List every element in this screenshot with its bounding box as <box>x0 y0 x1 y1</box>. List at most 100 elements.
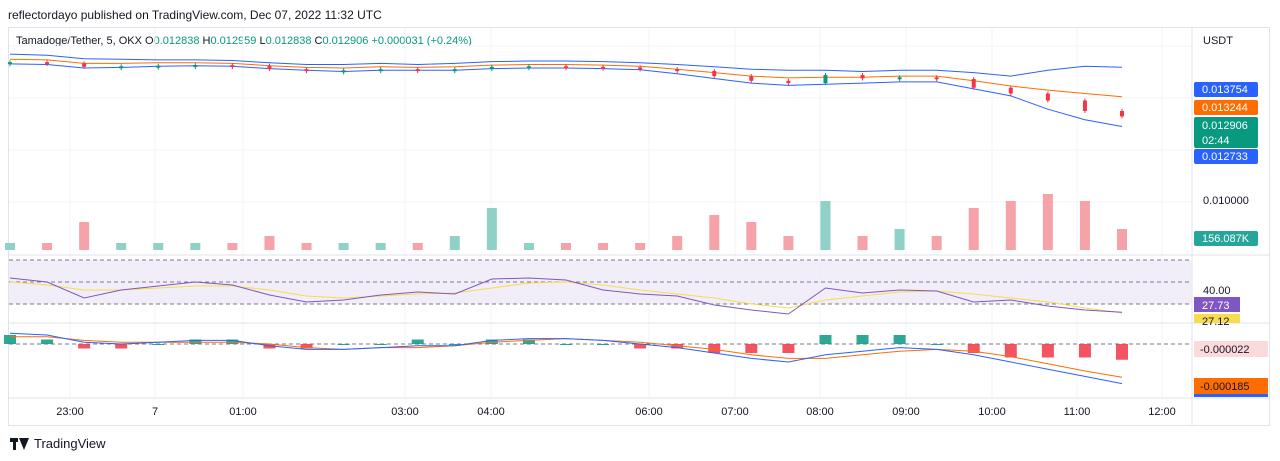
time-tick: 12:00 <box>1148 406 1176 418</box>
candle <box>897 77 902 80</box>
grid <box>9 28 1270 425</box>
candle <box>193 65 198 68</box>
volume-bar <box>301 243 312 250</box>
candle <box>452 69 457 72</box>
bb-upper-badge: 0.013754 <box>1202 84 1248 96</box>
macd-histogram-bar <box>522 339 535 344</box>
macd-histogram-bar <box>708 344 721 353</box>
macd-line-badge-bg <box>1194 394 1268 397</box>
macd-histogram-bar <box>745 344 758 353</box>
candle <box>1120 110 1124 117</box>
candle <box>8 62 12 65</box>
price-pane[interactable] <box>8 53 1124 127</box>
rsi-badge: 27.73 <box>1202 300 1230 312</box>
candle <box>1008 87 1013 94</box>
macd-histogram-bar <box>1116 344 1128 360</box>
macd-histogram-bar <box>41 339 54 344</box>
ohlc-low: 0.012838 <box>265 35 312 47</box>
rsi-ma-badge-bg <box>1194 314 1240 323</box>
rsi-ma-badge: 27.12 <box>1202 316 1230 328</box>
time-tick: 11:00 <box>1064 406 1091 418</box>
time-tick: 08:00 <box>806 406 834 418</box>
candle <box>601 66 606 69</box>
macd-histogram-bar <box>893 335 906 344</box>
macd-line <box>9 332 1123 385</box>
macd-histogram-bar <box>819 335 832 344</box>
currency-label: USDT <box>1203 35 1233 47</box>
volume-badge-bg <box>1194 231 1258 246</box>
symbol-legend: Tamadoge/Tether, 5, OKX O0.012838 H0.012… <box>16 35 472 47</box>
volume-bar <box>227 243 238 250</box>
volume-bar <box>672 236 683 250</box>
rsi-badge-bg <box>1194 297 1240 312</box>
volume-bar <box>153 243 164 250</box>
candle <box>1045 93 1050 101</box>
macd-histogram-bar <box>374 344 387 345</box>
macd-histogram-bar <box>930 344 943 345</box>
macd-histogram-bar <box>115 344 128 349</box>
volume-bar <box>746 222 757 250</box>
volume-bar <box>449 236 460 250</box>
chart-frame <box>8 27 1270 426</box>
symbol-name: Tamadoge/Tether, 5, OKX <box>16 35 142 47</box>
candle <box>564 66 568 69</box>
time-tick: 7 <box>152 406 158 418</box>
macd-histogram-bar <box>4 335 16 344</box>
candle <box>230 65 235 68</box>
volume-bar <box>1079 201 1090 250</box>
price-badge-bg <box>1194 117 1258 148</box>
volume-badge: 156.087K <box>1202 233 1250 245</box>
basis-badge: 0.013244 <box>1202 102 1248 114</box>
macd-histogram-bar <box>1004 344 1017 358</box>
candle <box>749 76 754 81</box>
candle <box>638 67 643 70</box>
macd-histogram-bar <box>448 344 461 345</box>
volume-bar <box>561 243 571 250</box>
volume-bar <box>857 236 868 250</box>
volume-bar <box>598 243 609 250</box>
volume-pane <box>5 194 1127 250</box>
volume-bar <box>412 243 423 250</box>
candle <box>712 70 717 77</box>
macd-histogram-bar <box>78 344 91 349</box>
macd-histogram-bar <box>634 344 647 349</box>
bb-lower-badge-bg <box>1194 149 1258 164</box>
candle <box>675 69 680 72</box>
publisher-line: reflectordayo published on TradingView.c… <box>8 8 382 22</box>
ohlc-close-label: C <box>314 35 323 47</box>
time-tick: 09:00 <box>892 406 920 418</box>
ohlc-open: 0.012838 <box>153 35 200 47</box>
ohlc-high: 0.012959 <box>210 35 257 47</box>
macd-histogram-bar <box>1078 344 1091 358</box>
ohlc-high-label: H <box>202 35 211 47</box>
ohlc-close: 0.012906 <box>322 35 369 47</box>
price-tick: 0.010000 <box>1203 195 1249 207</box>
candle <box>786 80 791 84</box>
volume-bar <box>338 243 349 250</box>
candle <box>489 66 494 70</box>
volume-bar <box>264 236 275 250</box>
candle <box>82 63 87 67</box>
macd-signal-line <box>10 336 1123 378</box>
volume-bar <box>820 201 831 250</box>
tradingview-logo-icon <box>10 437 29 450</box>
countdown-badge: 02:44 <box>1202 135 1230 147</box>
brand-name: TradingView <box>34 436 106 451</box>
macd-hist-badge: -0.000022 <box>1200 344 1250 356</box>
time-tick: 01:00 <box>229 406 257 418</box>
macd-histogram-bar <box>856 335 869 344</box>
footer: TradingView <box>10 436 106 451</box>
axis-labels: USDT 0.010000 40.00 23:00 7 01:00 03:00 04:00 06… <box>56 35 1249 418</box>
volume-bar <box>894 229 905 250</box>
candle <box>45 62 50 65</box>
volume-bar <box>931 236 942 250</box>
volume-bar <box>523 243 534 250</box>
candle <box>378 69 383 72</box>
macd-histogram-bar <box>597 344 610 345</box>
volume-bar <box>79 222 90 250</box>
macd-histogram-bar <box>300 344 313 349</box>
ohlc-open-label: O <box>145 35 154 47</box>
volume-bar <box>1005 201 1016 250</box>
macd-histogram-bar <box>967 344 980 353</box>
